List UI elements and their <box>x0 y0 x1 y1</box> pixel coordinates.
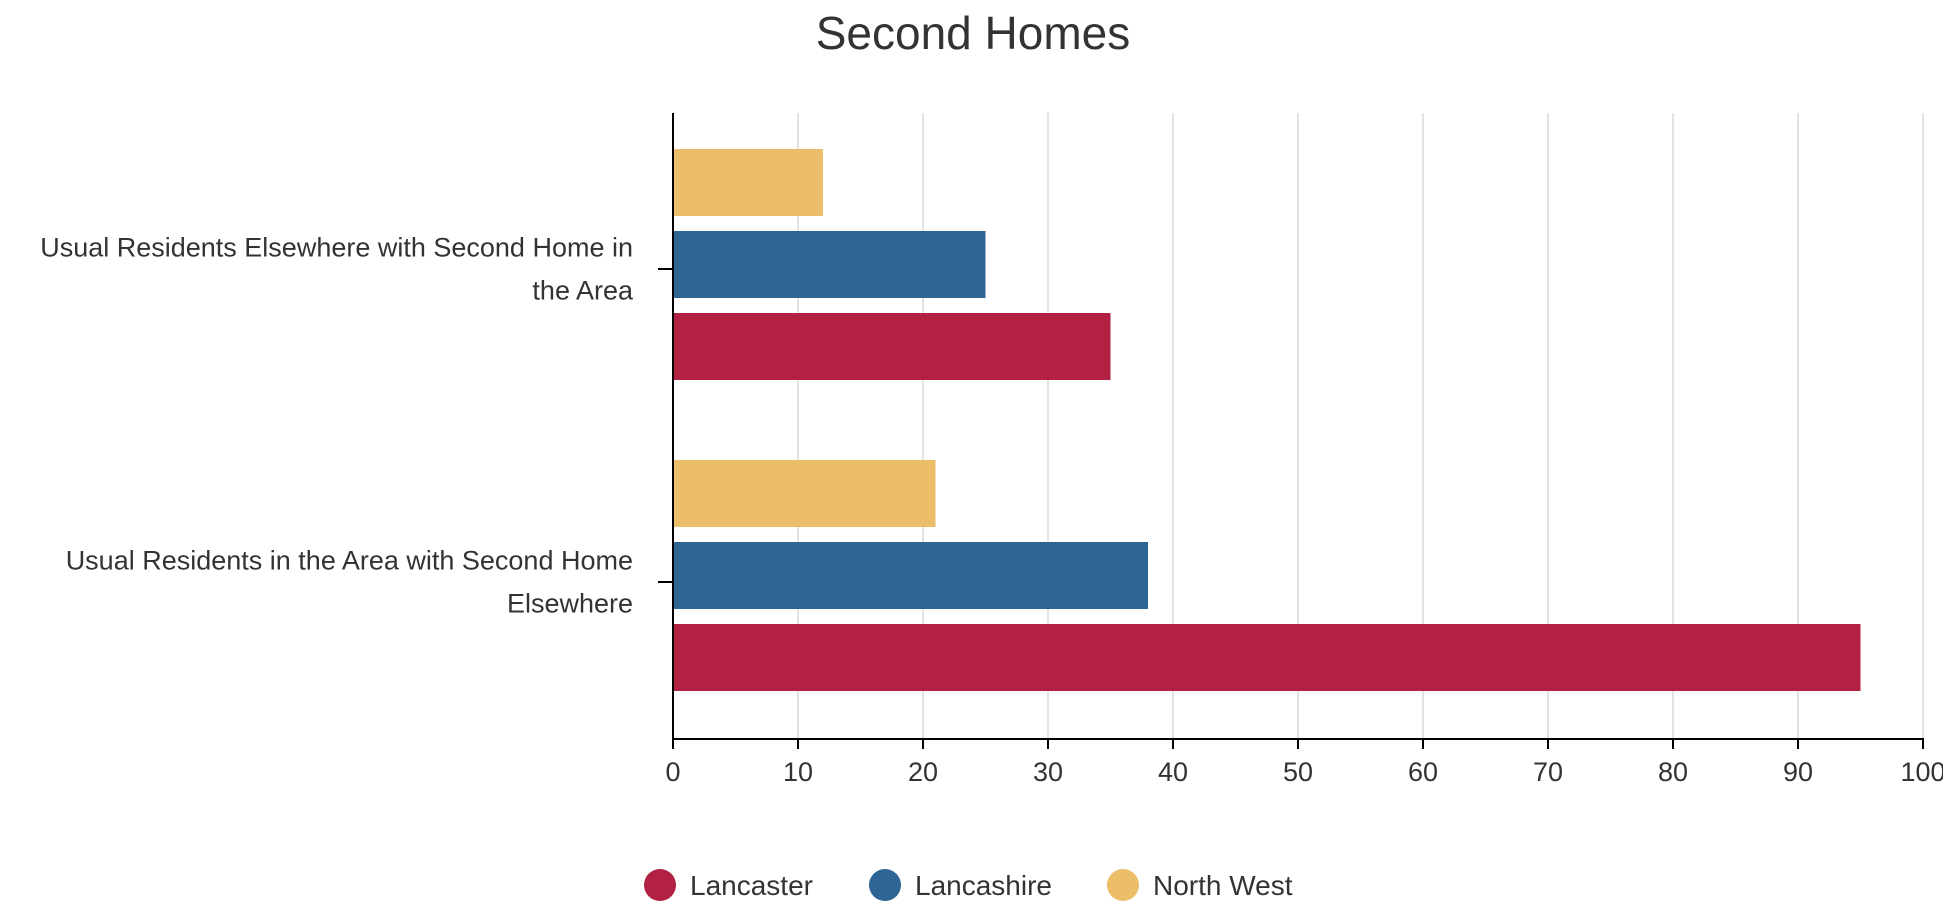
x-tick-label-90: 90 <box>1783 757 1813 787</box>
category-labels: Usual Residents Elsewhere with Second Ho… <box>40 233 673 619</box>
grid-lines <box>797 113 1924 739</box>
legend-label-north-west: North West <box>1153 870 1293 901</box>
x-tick-label-10: 10 <box>783 757 813 787</box>
bar-lancaster-2 <box>674 624 1861 691</box>
category-label-line: Usual Residents in the Area with Second … <box>66 546 633 576</box>
legend-label-lancashire: Lancashire <box>915 870 1052 901</box>
bar-lancaster-1 <box>674 313 1111 380</box>
legend-marker-lancashire <box>869 869 901 901</box>
chart-title: Second Homes <box>816 7 1131 59</box>
legend-marker-north-west <box>1107 869 1139 901</box>
x-tick-label-20: 20 <box>908 757 938 787</box>
category-label-1: Usual Residents Elsewhere with Second Ho… <box>40 233 634 306</box>
bar-north-west-2 <box>674 460 936 527</box>
x-tick-label-30: 30 <box>1033 757 1063 787</box>
legend: Lancaster Lancashire North West <box>644 869 1293 901</box>
x-tick-label-70: 70 <box>1533 757 1563 787</box>
bar-north-west-1 <box>674 149 823 216</box>
category-label-line: Elsewhere <box>507 589 633 619</box>
legend-label-lancaster: Lancaster <box>690 870 813 901</box>
x-tick-label-40: 40 <box>1158 757 1188 787</box>
bars <box>674 149 1861 691</box>
bar-lancashire-2 <box>674 542 1148 609</box>
x-tick-label-50: 50 <box>1283 757 1313 787</box>
axes: 0 10 20 30 40 50 60 70 80 90 100 <box>665 113 1943 787</box>
category-label-line: Usual Residents Elsewhere with Second Ho… <box>40 233 633 263</box>
x-tick-label-0: 0 <box>665 757 680 787</box>
category-label-line: the Area <box>532 276 634 306</box>
x-tick-label-80: 80 <box>1658 757 1688 787</box>
x-tick-label-100: 100 <box>1900 757 1943 787</box>
x-tick-label-60: 60 <box>1408 757 1438 787</box>
bar-lancashire-1 <box>674 231 986 298</box>
legend-marker-lancaster <box>644 869 676 901</box>
category-label-2: Usual Residents in the Area with Second … <box>66 546 633 619</box>
